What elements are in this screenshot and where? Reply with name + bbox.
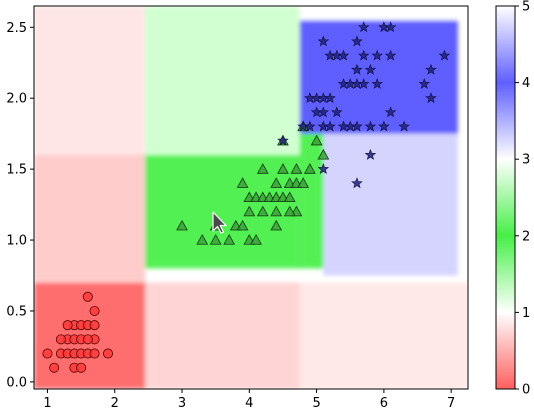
decision-region <box>299 6 458 21</box>
data-point-star <box>384 21 397 33</box>
y-tick-label: 1.5 <box>6 163 27 178</box>
data-point-triangle <box>223 234 236 245</box>
plot-frame <box>33 5 469 390</box>
data-point-circle <box>55 334 66 345</box>
colorbar-tick-label: 0 <box>522 383 530 398</box>
scatter-points <box>42 21 451 373</box>
data-point-triangle <box>290 163 303 174</box>
data-point-star <box>304 120 316 132</box>
data-point-star <box>351 35 363 47</box>
data-point-star <box>378 120 390 132</box>
data-point-circle <box>62 320 73 331</box>
x-tick-label: 3 <box>178 396 186 411</box>
data-point-star <box>317 106 330 118</box>
decision-region <box>299 133 324 269</box>
decision-region <box>145 282 300 389</box>
data-point-triangle <box>209 234 222 245</box>
data-point-triangle <box>243 205 256 217</box>
x-tick-label: 4 <box>245 396 253 411</box>
data-point-star <box>364 120 377 132</box>
x-tick-label: 2 <box>111 396 119 411</box>
decision-region <box>145 6 300 155</box>
y-tick-label: 1.0 <box>6 234 27 249</box>
x-tick-label: 7 <box>447 396 455 411</box>
data-point-star <box>425 92 437 104</box>
colorbar-tick-label: 2 <box>522 229 530 244</box>
data-point-triangle <box>310 134 323 146</box>
data-point-circle <box>82 334 93 345</box>
data-point-star <box>351 63 363 75</box>
data-point-star <box>317 163 330 175</box>
data-point-triangle <box>236 219 249 231</box>
data-point-star <box>357 77 370 89</box>
data-point-triangle <box>277 163 289 174</box>
colorbar-tick-label: 1 <box>522 306 530 321</box>
y-tick-label: 0.0 <box>6 375 27 390</box>
colorbar-tick-label: 3 <box>522 153 530 168</box>
data-point-circle <box>89 320 100 331</box>
data-point-star <box>371 49 383 61</box>
data-point-star <box>384 49 397 61</box>
data-point-circle <box>76 362 87 373</box>
data-point-star <box>317 35 330 47</box>
data-point-triangle <box>283 205 296 217</box>
decision-region <box>34 6 146 155</box>
colorbar-tick-label: 5 <box>522 0 530 15</box>
decision-region <box>299 282 468 389</box>
data-point-star <box>337 120 350 132</box>
data-point-triangle <box>303 163 316 174</box>
data-point-triangle <box>297 177 310 188</box>
data-point-triangle <box>176 219 188 231</box>
y-axis: 0.0 0.5 1.0 1.5 2.0 2.5 <box>6 21 34 390</box>
data-point-circle <box>89 305 100 316</box>
data-point-star <box>351 177 363 189</box>
data-point-triangle <box>236 177 249 188</box>
x-tick-label: 5 <box>312 396 320 411</box>
data-point-star <box>324 120 336 132</box>
data-point-triangle <box>196 234 209 245</box>
data-point-star <box>364 148 377 160</box>
data-point-circle <box>89 348 100 359</box>
data-point-star <box>337 49 350 61</box>
data-point-triangle <box>317 148 330 160</box>
data-point-star <box>438 49 451 61</box>
data-point-star <box>357 21 370 33</box>
data-point-star <box>425 63 437 75</box>
decision-region <box>323 133 458 276</box>
data-point-triangle <box>256 163 269 174</box>
data-point-star <box>384 106 397 118</box>
decision-region <box>34 154 146 283</box>
data-point-triangle <box>270 219 283 231</box>
data-point-star <box>351 120 363 132</box>
x-tick-label: 6 <box>380 396 388 411</box>
colorbar-scale <box>495 5 516 390</box>
colorbar-tick-label: 4 <box>522 76 530 91</box>
data-point-star <box>324 92 336 104</box>
x-tick-label: 1 <box>43 396 51 411</box>
y-tick-label: 0.5 <box>6 304 27 319</box>
x-axis: 1 2 3 4 5 6 7 <box>43 389 455 411</box>
data-point-star <box>331 106 343 118</box>
data-point-triangle <box>250 234 262 245</box>
y-tick-label: 2.0 <box>6 92 27 107</box>
data-point-circle <box>42 348 53 359</box>
y-tick-label: 2.5 <box>6 21 27 36</box>
colorbar: 0 1 2 3 4 5 <box>495 0 530 398</box>
data-point-star <box>418 77 431 89</box>
data-point-circle <box>103 348 114 359</box>
data-point-star <box>398 120 410 132</box>
data-point-star <box>364 63 377 75</box>
data-point-star <box>371 77 383 89</box>
data-point-triangle <box>256 205 269 217</box>
data-point-star <box>277 134 289 146</box>
data-point-circle <box>49 362 60 373</box>
data-point-triangle <box>270 205 283 217</box>
data-point-circle <box>82 291 93 302</box>
mouse-cursor-icon <box>212 211 227 234</box>
data-point-star <box>357 49 370 61</box>
data-point-triangle <box>283 191 296 203</box>
data-point-triangle <box>270 177 283 188</box>
